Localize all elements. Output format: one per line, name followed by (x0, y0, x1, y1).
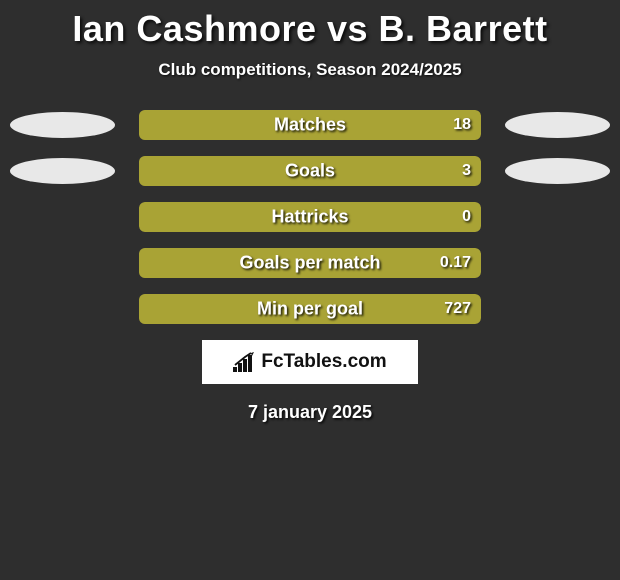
player-right-marker (505, 158, 610, 184)
player-right-marker (505, 112, 610, 138)
stat-bar: Goals 3 (139, 156, 481, 186)
comparison-chart: Matches 18 Goals 3 Hattricks 0 Goals per match… (0, 110, 620, 324)
branding-text: FcTables.com (261, 351, 386, 373)
stat-row: Min per goal 727 (0, 294, 620, 324)
stat-row: Matches 18 (0, 110, 620, 140)
subtitle: Club competitions, Season 2024/2025 (0, 60, 620, 80)
stat-label: Matches (274, 115, 346, 136)
date-text: 7 january 2025 (0, 402, 620, 423)
branding-box: FcTables.com (202, 340, 418, 384)
stat-bar: Goals per match 0.17 (139, 248, 481, 278)
stat-row: Goals per match 0.17 (0, 248, 620, 278)
stat-value: 0.17 (440, 254, 471, 272)
stat-value: 727 (444, 300, 471, 318)
chart-icon (233, 352, 255, 372)
stat-row: Hattricks 0 (0, 202, 620, 232)
player-left-marker (10, 158, 115, 184)
stat-bar: Matches 18 (139, 110, 481, 140)
stat-label: Goals per match (239, 253, 380, 274)
stat-label: Hattricks (271, 207, 348, 228)
stat-bar: Hattricks 0 (139, 202, 481, 232)
stat-value: 18 (453, 116, 471, 134)
page-title: Ian Cashmore vs B. Barrett (0, 0, 620, 50)
stat-value: 3 (462, 162, 471, 180)
player-left-marker (10, 112, 115, 138)
stat-label: Min per goal (257, 299, 363, 320)
stat-label: Goals (285, 161, 335, 182)
stat-row: Goals 3 (0, 156, 620, 186)
stat-bar: Min per goal 727 (139, 294, 481, 324)
stat-value: 0 (462, 208, 471, 226)
